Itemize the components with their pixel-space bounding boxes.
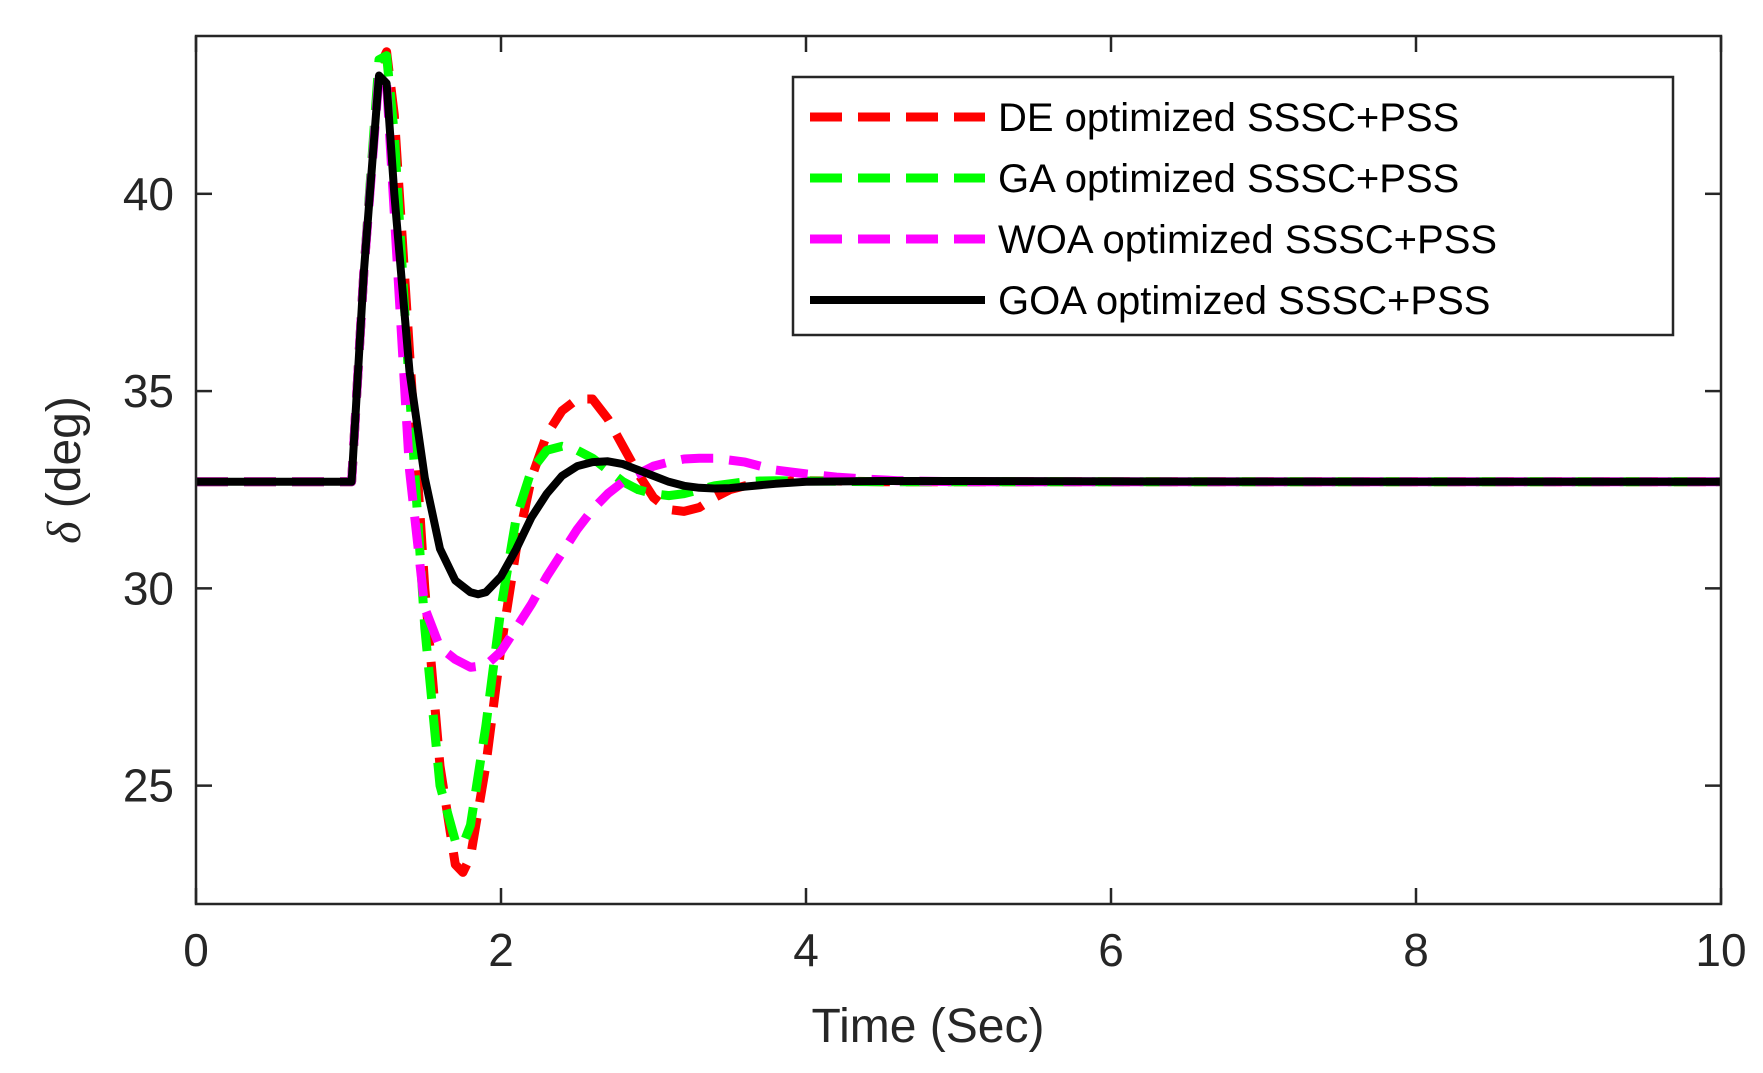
x-tick-label: 10 (1695, 924, 1746, 976)
series-line-4 (196, 71, 1721, 599)
x-tick-label: 2 (488, 924, 514, 976)
y-axis-label: δ (deg) (38, 396, 91, 544)
x-tick-label: 0 (183, 924, 209, 976)
y-tick-label: 40 (123, 168, 174, 220)
y-axis-label-unit: (deg) (38, 396, 91, 521)
series-layer (196, 47, 1721, 877)
x-tick-label: 8 (1403, 924, 1429, 976)
y-tick-label: 30 (123, 562, 174, 614)
x-tick-label: 6 (1098, 924, 1124, 976)
axes-box (194, 34, 1723, 906)
legend-label-4: GOA optimized SSSC+PSS (998, 279, 1490, 323)
y-axis-label-symbol: δ (38, 521, 91, 544)
legend-label-1: DE optimized SSSC+PSS (998, 96, 1459, 140)
series-line-3 (196, 71, 1721, 672)
legend: DE optimized SSSC+PSS GA optimized SSSC+P… (791, 75, 1675, 337)
series-line-1 (196, 47, 1721, 877)
ticks-layer: 0 2 4 6 8 10 25 30 35 40 (123, 36, 1747, 976)
y-tick-label: 35 (123, 365, 174, 417)
x-tick-label: 4 (793, 924, 819, 976)
legend-box (791, 75, 1675, 337)
legend-label-2: GA optimized SSSC+PSS (998, 157, 1459, 201)
x-axis-label: Time (Sec) (812, 1000, 1045, 1053)
legend-label-3: WOA optimized SSSC+PSS (998, 218, 1497, 262)
y-tick-label: 25 (123, 760, 174, 812)
